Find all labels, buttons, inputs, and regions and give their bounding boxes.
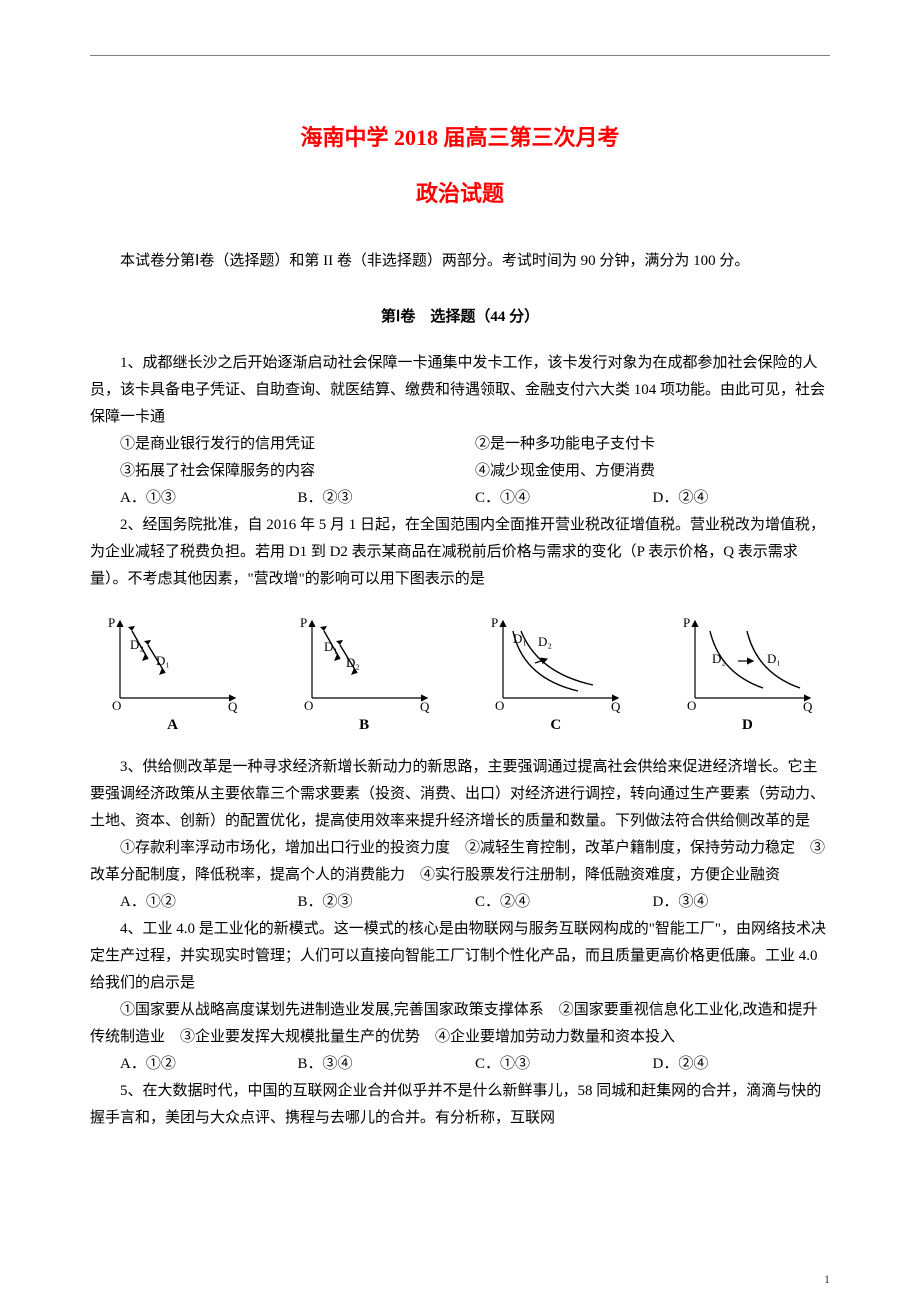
q3-d: D．③④ xyxy=(653,889,831,916)
chart-a-label: A xyxy=(167,717,178,734)
q1-opt4: ④减少现金使用、方便消费 xyxy=(475,458,830,485)
q3-c: C．②④ xyxy=(475,889,653,916)
q1-opt3: ③拓展了社会保障服务的内容 xyxy=(120,458,475,485)
chart-b-q-label: Q xyxy=(420,699,430,713)
chart-a-svg: P Q O D₁ D₂ xyxy=(100,613,245,713)
q3-b: B．②③ xyxy=(298,889,476,916)
q4-text: 4、工业 4.0 是工业化的新模式。这一模式的核心是由物联网与服务互联网构成的"… xyxy=(90,916,830,997)
chart-c-origin: O xyxy=(495,698,504,713)
section-1-title: 第Ⅰ卷 选择题（44 分） xyxy=(90,305,830,326)
q4-a: A．①② xyxy=(120,1051,298,1078)
chart-d-d1: D₁ xyxy=(767,651,781,666)
chart-b-d1: D₁ xyxy=(324,639,338,654)
charts-row: P Q O D₁ D₂ A P Q O xyxy=(90,613,830,734)
chart-a-q-label: Q xyxy=(228,699,238,713)
q3-text: 3、供给侧改革是一种寻求经济新增长新动力的新思路，主要强调通过提高社会供给来促进… xyxy=(90,754,830,835)
q3-a: A．①② xyxy=(120,889,298,916)
q1-opt2: ②是一种多功能电子支付卡 xyxy=(475,431,830,458)
q1-a: A．①③ xyxy=(120,485,298,512)
page-number: 1 xyxy=(824,1272,830,1287)
q1-options-row2: ③拓展了社会保障服务的内容 ④减少现金使用、方便消费 xyxy=(90,458,830,485)
chart-b: P Q O D₁ D₂ B xyxy=(292,613,437,734)
chart-c-q-label: Q xyxy=(611,699,621,713)
chart-a-origin: O xyxy=(112,698,121,713)
chart-c-d2: D₂ xyxy=(538,634,552,649)
chart-c: P Q O D₁ D₂ C xyxy=(483,613,628,734)
chart-d-d2: D₂ xyxy=(712,651,726,666)
q1-c: C．①④ xyxy=(475,485,653,512)
q3-opts: ①存款利率浮动市场化，增加出口行业的投资力度 ②减轻生育控制，改革户籍制度，保持… xyxy=(90,835,830,889)
chart-c-label: C xyxy=(550,717,561,734)
section-prefix: 第 xyxy=(381,309,396,325)
chart-b-d2: D₂ xyxy=(346,655,360,670)
chart-b-p-label: P xyxy=(300,615,307,630)
chart-c-d1: D₁ xyxy=(513,631,527,646)
q4-d: D．②④ xyxy=(653,1051,831,1078)
chart-a-d2: D₂ xyxy=(130,637,144,652)
q4-opts: ①国家要从战略高度谋划先进制造业发展,完善国家政策支撑体系 ②国家要重视信息化工… xyxy=(90,997,830,1051)
chart-d-q-label: Q xyxy=(803,699,813,713)
q5-text: 5、在大数据时代，中国的互联网企业合并似乎并不是什么新鲜事儿，58 同城和赶集网… xyxy=(90,1078,830,1132)
chart-d-svg: P Q O D₁ D₂ xyxy=(675,613,820,713)
chart-d-origin: O xyxy=(687,698,696,713)
chart-c-p-label: P xyxy=(491,615,498,630)
q1-text: 1、成都继长沙之后开始逐渐启动社会保障一卡通集中发卡工作，该卡发行对象为在成都参… xyxy=(90,350,830,431)
exam-title-main: 海南中学 2018 届高三第三次月考 xyxy=(90,120,830,152)
chart-d: P Q O D₁ D₂ D xyxy=(675,613,820,734)
q4-answers: A．①② B．③④ C．①③ D．②④ xyxy=(90,1051,830,1078)
exam-intro: 本试卷分第Ⅰ卷（选择题）和第 II 卷（非选择题）两部分。考试时间为 90 分钟… xyxy=(90,248,830,275)
chart-a-d1: D₁ xyxy=(156,653,170,668)
chart-b-label: B xyxy=(359,717,369,734)
q1-answers: A．①③ B．②③ C．①④ D．②④ xyxy=(90,485,830,512)
q4-b: B．③④ xyxy=(298,1051,476,1078)
q2-text: 2、经国务院批准，自 2016 年 5 月 1 日起，在全国范围内全面推开营业税… xyxy=(90,512,830,593)
q1-options-row1: ①是商业银行发行的信用凭证 ②是一种多功能电子支付卡 xyxy=(90,431,830,458)
chart-c-svg: P Q O D₁ D₂ xyxy=(483,613,628,713)
header-rule xyxy=(90,55,830,56)
section-suffix: 卷 选择题（44 分） xyxy=(400,309,539,325)
chart-a-p-label: P xyxy=(108,615,115,630)
chart-b-origin: O xyxy=(304,698,313,713)
chart-d-label: D xyxy=(742,717,753,734)
q3-answers: A．①② B．②③ C．②④ D．③④ xyxy=(90,889,830,916)
chart-b-svg: P Q O D₁ D₂ xyxy=(292,613,437,713)
chart-d-p-label: P xyxy=(683,615,690,630)
q1-opt1: ①是商业银行发行的信用凭证 xyxy=(120,431,475,458)
chart-a: P Q O D₁ D₂ A xyxy=(100,613,245,734)
exam-title-sub: 政治试题 xyxy=(90,176,830,208)
q4-c: C．①③ xyxy=(475,1051,653,1078)
q1-b: B．②③ xyxy=(298,485,476,512)
q1-d: D．②④ xyxy=(653,485,831,512)
